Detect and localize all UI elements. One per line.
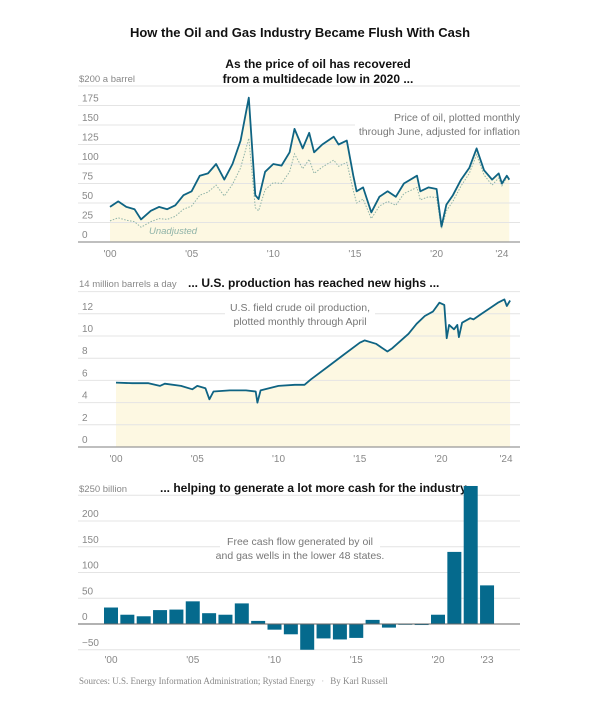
chart1-y-unit-label: $200 a barrel [79,74,135,85]
x-tick-label: '00 [103,249,116,260]
y-tick-label: 0 [82,435,88,446]
x-tick-label: '10 [272,454,285,465]
y-tick-label: 8 [82,346,88,357]
x-tick-label: '15 [350,655,363,666]
source-text: Sources: U.S. Energy Information Adminis… [79,676,316,686]
chart-note: U.S. field crude oil production, [230,302,370,314]
y-tick-label: 4 [82,391,88,402]
bar-2006 [202,613,217,624]
bar-2017 [381,624,396,628]
y-tick-label: 2 [82,413,88,424]
x-tick-label: '24 [495,249,508,260]
note-background [225,298,375,330]
oil-price-chart: As the price of oil has recovered from a… [78,57,523,260]
bar-2022 [463,485,478,624]
note-background [355,108,523,140]
x-tick-label: '20 [434,454,447,465]
x-tick-label: '05 [191,454,204,465]
x-tick-label: '10 [268,655,281,666]
unadjusted-price-line [109,138,510,229]
chart-note: through June, adjusted for inflation [359,126,520,138]
production-line [115,298,511,404]
y-tick-label: 25 [82,211,94,222]
chart-note: plotted monthly through April [233,316,366,328]
bar-2005 [185,601,200,624]
chart-note: and gas wells in the lower 48 states. [216,550,385,562]
bar-2013 [316,624,331,639]
y-tick-label: 150 [82,113,99,124]
bar-2007 [218,614,233,624]
bar-2015 [349,624,364,638]
bar-2016 [365,619,380,624]
byline: By Karl Russell [330,676,388,686]
bar-2011 [283,624,298,635]
y-tick-label: 175 [82,94,99,105]
area-fill [110,97,510,242]
chart3-y-unit-label: $250 billion [79,484,127,495]
x-tick-label: '24 [499,454,512,465]
y-tick-label: −50 [82,638,99,649]
bar-2023 [480,585,495,624]
bar-2019 [414,624,429,626]
bar-2001 [120,614,135,624]
bar-2021 [447,551,462,624]
x-tick-label: '20 [430,249,443,260]
x-tick-label: '05 [185,249,198,260]
y-tick-label: 100 [82,152,99,163]
y-tick-label: 75 [82,172,94,183]
note-background [220,532,380,564]
x-tick-label: '10 [267,249,280,260]
x-tick-label: '05 [186,655,199,666]
chart-note: Price of oil, plotted monthly [394,112,521,124]
chart2-heading: ... U.S. production has reached new high… [188,276,439,290]
bar-2009 [251,620,266,624]
bar-2004 [169,609,184,624]
x-tick-label: '23 [481,655,494,666]
y-tick-label: 50 [82,191,94,202]
unadjusted-label: Unadjusted [149,226,198,237]
figure-title: How the Oil and Gas Industry Became Flus… [130,25,470,40]
y-tick-label: 150 [82,535,99,546]
bar-2020 [431,614,445,624]
bar-2002 [136,616,151,624]
bar-2008 [234,603,249,624]
y-tick-label: 200 [82,509,99,520]
chart1-heading-line1: As the price of oil has recovered [225,57,410,71]
bar-2014 [332,624,347,640]
y-tick-label: 50 [82,586,94,597]
y-tick-label: 0 [82,612,88,623]
y-tick-label: 12 [82,302,94,313]
bar-2010 [267,624,282,630]
y-tick-label: 125 [82,133,99,144]
y-tick-label: 6 [82,368,88,379]
bar-2000 [104,607,118,624]
bar-2012 [300,624,315,650]
y-tick-label: 10 [82,324,94,335]
x-tick-label: '20 [431,655,444,666]
y-tick-label: 100 [82,561,99,572]
chart2-y-unit-label: 14 million barrels a day [79,279,177,290]
source-line: Sources: U.S. Energy Information Adminis… [79,676,388,686]
chart3-heading: ... helping to generate a lot more cash … [160,481,469,495]
production-chart: 14 million barrels a day ... U.S. produc… [78,276,520,465]
chart-note: Free cash flow generated by oil [227,536,373,548]
adjusted-price-line [109,96,511,228]
x-tick-label: '15 [353,454,366,465]
chart1-heading-line2: from a multidecade low in 2020 ... [223,72,414,86]
bar-2003 [153,610,168,624]
x-tick-label: '00 [104,655,117,666]
y-tick-label: 0 [82,230,88,241]
x-tick-label: '15 [348,249,361,260]
x-tick-label: '00 [109,454,122,465]
cash-flow-chart: $250 billion ... helping to generate a l… [78,481,520,666]
